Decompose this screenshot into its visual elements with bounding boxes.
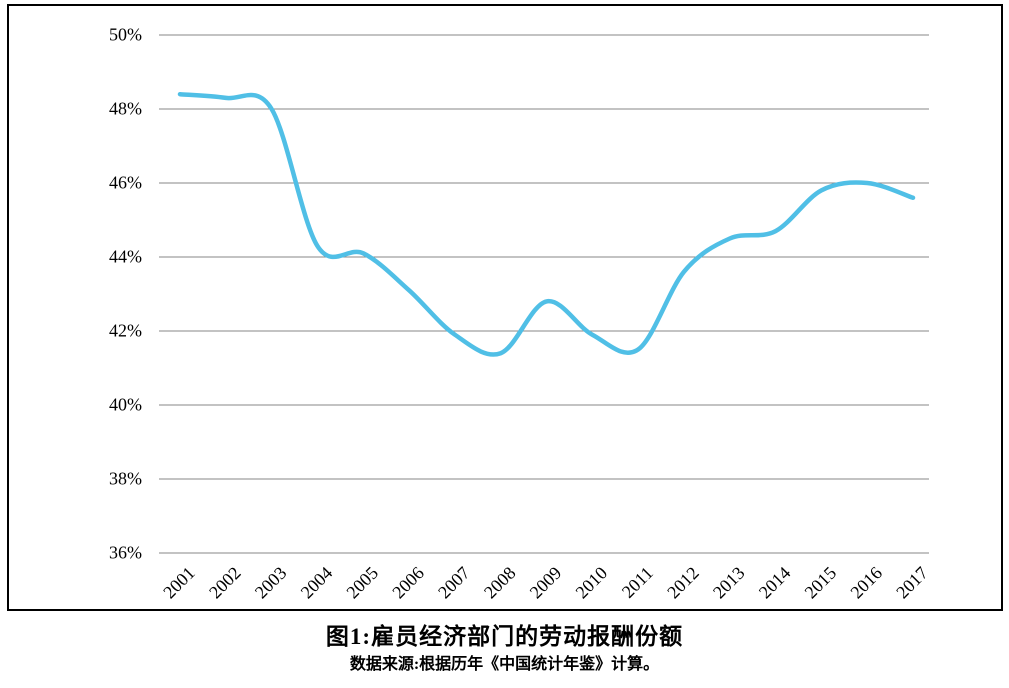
gridlines-group bbox=[159, 34, 929, 554]
x-tick-label: 2003 bbox=[251, 563, 291, 603]
series-group bbox=[177, 91, 916, 357]
y-tick-label: 50% bbox=[109, 25, 142, 45]
series-line bbox=[177, 91, 916, 357]
line-chart: 50%48%46%44%42%40%38%36% 2001 2002 2003 200… bbox=[7, 4, 1003, 611]
x-axis-labels: 2001 2002 2003 2004 2005 2006 2007 2008 2009 2010… bbox=[159, 563, 932, 603]
y-tick-label: 46% bbox=[109, 173, 142, 193]
chart-frame-border bbox=[7, 4, 1003, 611]
y-tick-label: 40% bbox=[109, 395, 142, 415]
x-tick-label: 2017 bbox=[892, 563, 932, 603]
figure-caption: 图1:雇员经济部门的劳动报酬份额 bbox=[325, 624, 684, 649]
x-tick-label: 2015 bbox=[801, 563, 841, 603]
x-tick-label: 2005 bbox=[342, 563, 382, 603]
y-tick-label: 42% bbox=[109, 321, 142, 341]
x-tick-label: 2013 bbox=[709, 563, 749, 603]
x-tick-label: 2010 bbox=[572, 563, 612, 603]
x-tick-label: 2014 bbox=[755, 563, 795, 603]
x-tick-label: 2007 bbox=[434, 563, 474, 603]
x-tick-label: 2009 bbox=[526, 563, 566, 603]
y-axis-labels: 50% 48% 46% 44% 42% 40% 38% 36% bbox=[109, 25, 142, 563]
x-tick-label: 2011 bbox=[618, 563, 657, 602]
x-tick-label: 2004 bbox=[297, 563, 337, 603]
x-tick-label: 2016 bbox=[846, 563, 886, 603]
y-tick-label: 48% bbox=[109, 99, 142, 119]
x-tick-label: 2002 bbox=[205, 563, 245, 603]
figure-source-note: 数据来源:根据历年《中国统计年鉴》计算。 bbox=[349, 656, 660, 673]
y-tick-label: 44% bbox=[109, 247, 142, 267]
x-tick-label: 2012 bbox=[663, 563, 703, 603]
y-tick-label: 36% bbox=[109, 543, 142, 563]
x-tick-label: 2006 bbox=[388, 563, 428, 603]
y-tick-label: 38% bbox=[109, 469, 142, 489]
x-tick-label: 2008 bbox=[480, 563, 520, 603]
x-tick-label: 2001 bbox=[159, 563, 199, 603]
